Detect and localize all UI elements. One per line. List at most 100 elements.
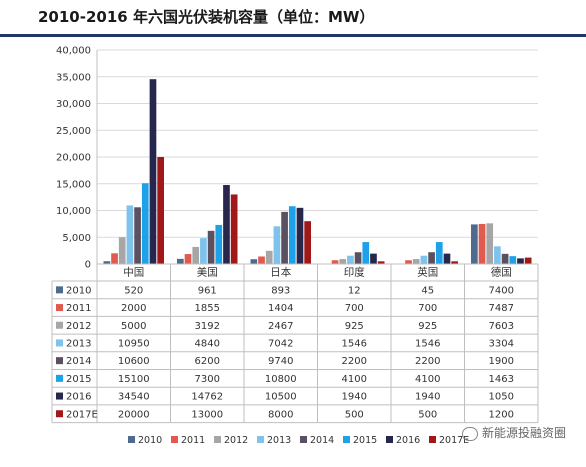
bar: [428, 252, 435, 264]
data-label: 9740: [268, 356, 293, 367]
bar: [486, 223, 494, 264]
data-label: 4840: [195, 338, 220, 349]
chart-title: 2010-2016 年六国光伏装机容量（单位：MW）: [38, 8, 375, 26]
legend-swatch: [171, 436, 178, 443]
data-label: 3304: [489, 338, 514, 349]
bar: [443, 253, 451, 264]
data-label: 13000: [191, 409, 223, 420]
x-tick-label: 日本: [270, 266, 291, 279]
bar: [149, 79, 157, 264]
data-label: 2200: [415, 356, 440, 367]
table-legend-swatch: [56, 321, 63, 329]
data-label: 12: [348, 285, 361, 296]
legend-label: 2011: [181, 435, 205, 446]
bar: [304, 221, 311, 264]
bar: [111, 253, 118, 264]
data-label: 7400: [489, 285, 514, 296]
bar: [288, 206, 296, 264]
table-legend-swatch: [56, 304, 63, 312]
bar: [331, 260, 339, 264]
bar: [223, 185, 230, 264]
legend-swatch: [343, 436, 350, 443]
data-label: 1940: [342, 392, 367, 403]
bar: [215, 224, 223, 264]
table-series-label: 2012: [66, 321, 91, 332]
table-series-label: 2014: [66, 356, 91, 367]
data-label: 1855: [195, 303, 220, 314]
y-tick-label: 30,000: [56, 99, 91, 110]
data-label: 1200: [489, 409, 514, 420]
bar: [420, 255, 428, 264]
data-label: 14762: [191, 392, 223, 403]
legend-swatch: [257, 436, 264, 443]
legend-label: 2012: [224, 435, 248, 446]
y-tick-label: 35,000: [56, 72, 91, 83]
table-series-label: 2013: [66, 338, 91, 349]
data-label: 925: [345, 321, 364, 332]
x-tick-label: 中国: [123, 266, 144, 279]
legend-swatch: [429, 436, 436, 443]
table-legend-swatch: [56, 339, 63, 347]
table-legend-swatch: [56, 410, 63, 418]
table-series-label: 2010: [66, 285, 91, 296]
data-label: 7042: [268, 338, 293, 349]
data-label: 4100: [342, 374, 367, 385]
bar: [265, 250, 273, 264]
title-underline: [0, 34, 586, 37]
data-label: 7603: [489, 321, 514, 332]
data-label: 500: [418, 409, 437, 420]
x-tick-label: 美国: [197, 266, 218, 279]
data-label: 8000: [268, 409, 293, 420]
legend-label: 2013: [267, 435, 291, 446]
bar: [494, 246, 501, 264]
data-label: 1050: [489, 392, 514, 403]
bar: [377, 261, 385, 264]
bar: [471, 224, 478, 264]
data-label: 10500: [265, 392, 297, 403]
bar: [524, 257, 532, 264]
y-tick-label: 40,000: [56, 46, 91, 57]
data-label: 2000: [121, 303, 146, 314]
bar: [118, 237, 126, 264]
table-series-label: 2016: [66, 392, 91, 403]
bar: [200, 238, 207, 264]
bar: [273, 226, 281, 264]
bar: [478, 223, 486, 264]
bar: [230, 194, 238, 264]
bar: [103, 261, 111, 264]
legend-label: 2016: [396, 435, 420, 446]
data-label: 2467: [268, 321, 293, 332]
data-label: 15100: [118, 374, 150, 385]
data-label: 961: [198, 285, 217, 296]
data-label: 5000: [121, 321, 146, 332]
bar: [192, 246, 200, 264]
table-series-label: 2017E: [66, 409, 98, 420]
data-label: 10800: [265, 374, 297, 385]
bar: [451, 261, 458, 264]
data-label: 1463: [489, 374, 514, 385]
y-tick-label: 20,000: [56, 153, 91, 164]
bar: [207, 230, 215, 264]
bar: [250, 259, 258, 264]
data-label: 6200: [195, 356, 220, 367]
data-label: 925: [418, 321, 437, 332]
data-label: 1900: [489, 356, 514, 367]
bar: [347, 255, 354, 264]
bar: [509, 256, 517, 264]
data-label: 7300: [195, 374, 220, 385]
bar: [184, 254, 192, 264]
wechat-icon: [462, 426, 478, 441]
data-label: 7487: [489, 303, 514, 314]
x-tick-label: 德国: [491, 266, 512, 279]
data-label: 520: [124, 285, 143, 296]
bar: [141, 183, 149, 264]
bar: [281, 211, 288, 264]
data-label: 10600: [118, 356, 150, 367]
data-label: 1404: [268, 303, 293, 314]
bar: [370, 253, 377, 264]
bar: [362, 242, 370, 264]
bar: [134, 207, 141, 264]
legend-swatch: [128, 436, 135, 443]
legend-label: 2015: [353, 435, 377, 446]
y-tick-label: 25,000: [56, 126, 91, 137]
